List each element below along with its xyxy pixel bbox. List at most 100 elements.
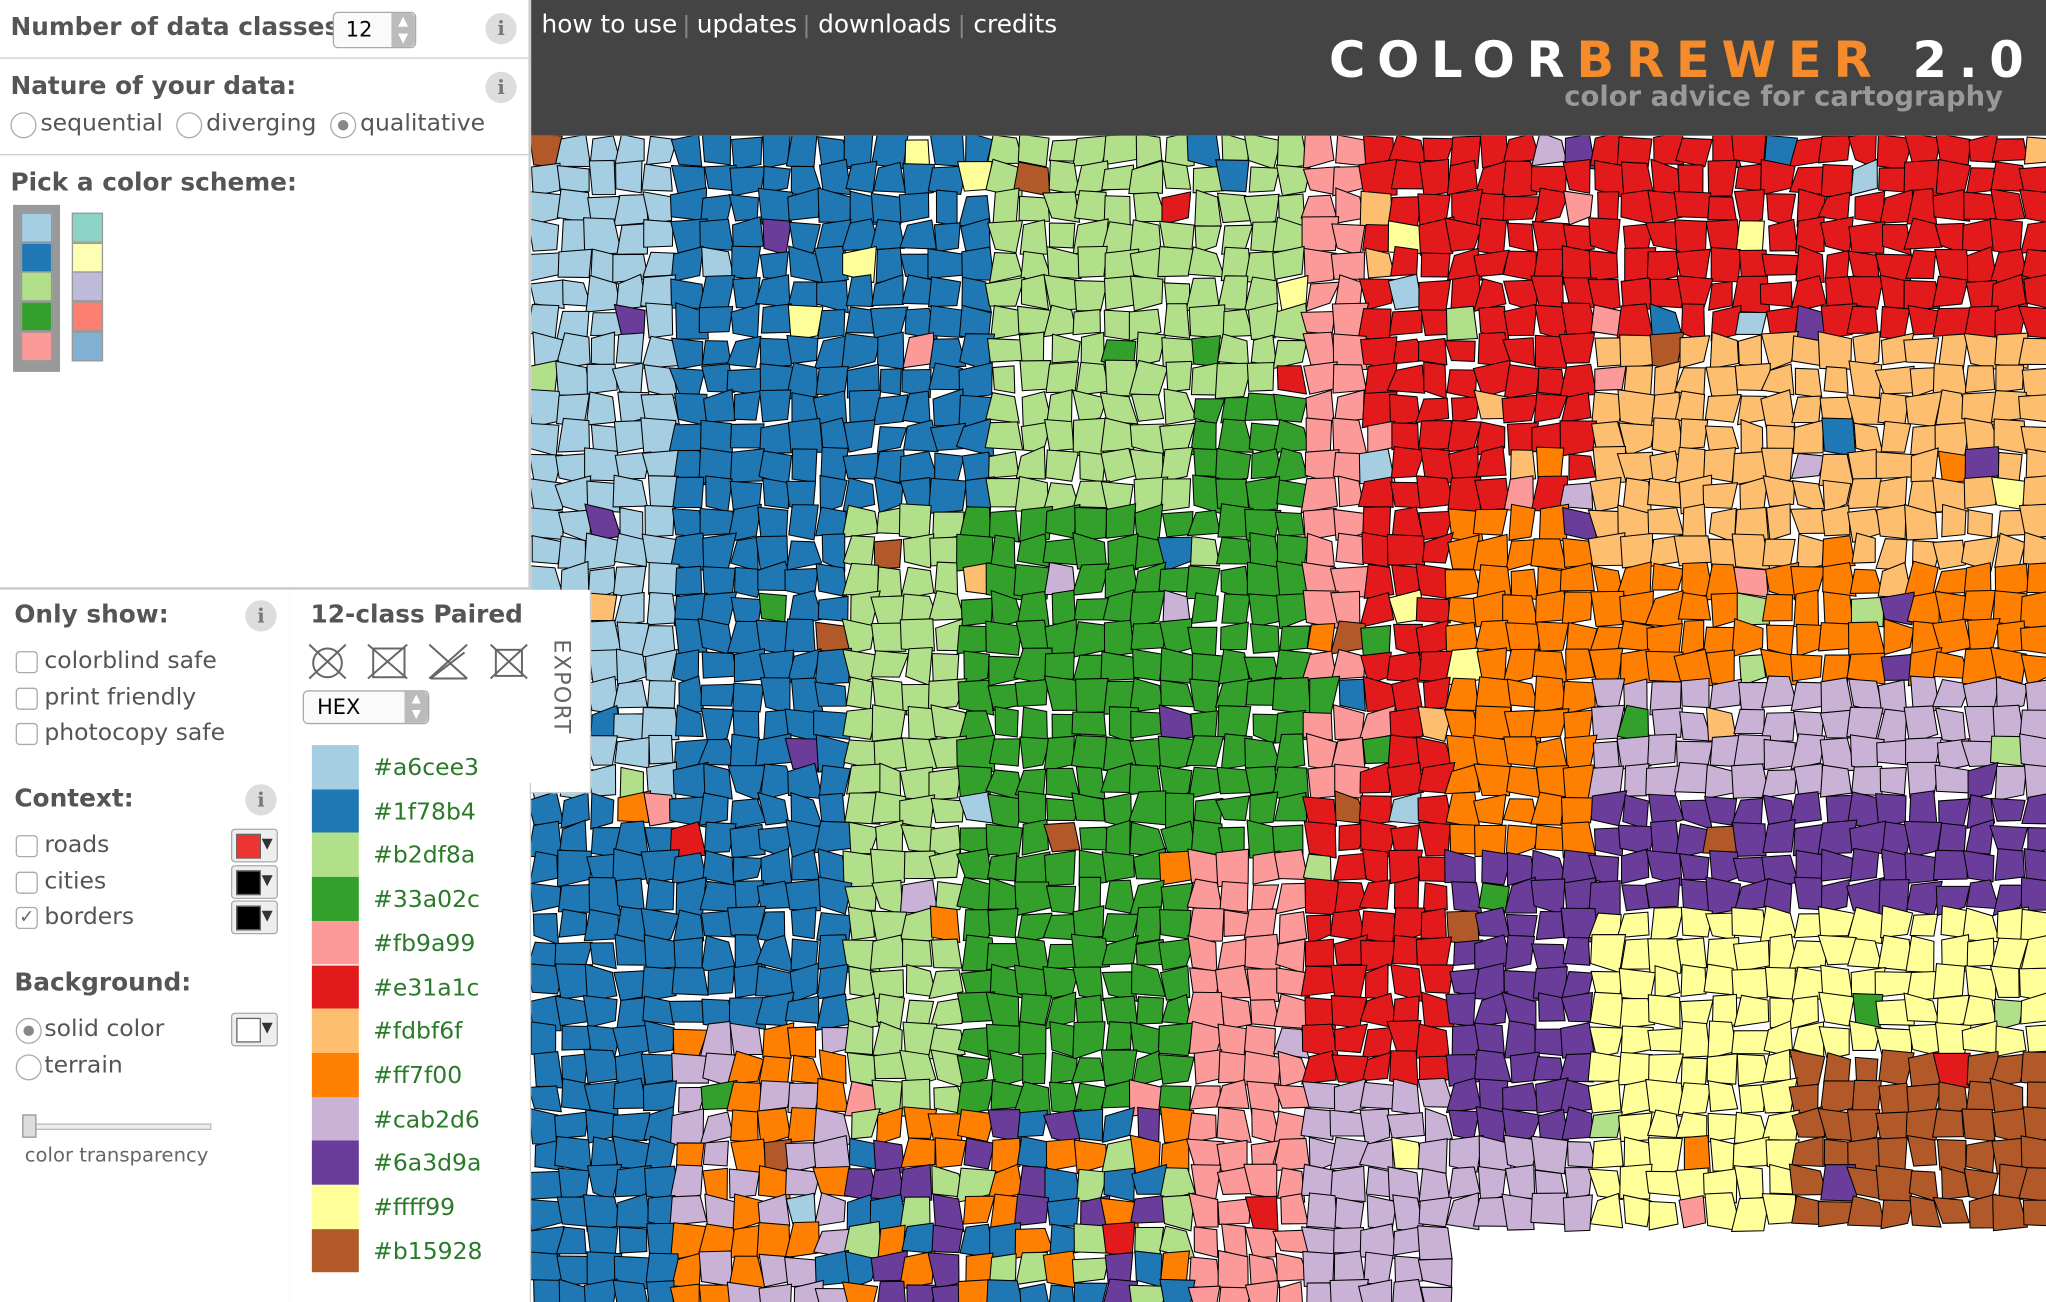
county — [726, 1050, 765, 1085]
county — [1128, 764, 1162, 796]
info-icon[interactable]: i — [485, 71, 517, 104]
color-picker[interactable]: ▼ — [230, 1012, 278, 1047]
county — [1473, 763, 1513, 797]
county — [1559, 363, 1598, 399]
nav-link[interactable]: how to use — [541, 10, 678, 40]
scheme-thumb-swatch[interactable] — [20, 301, 53, 332]
nav-link[interactable]: credits — [973, 10, 1058, 40]
county — [1559, 562, 1595, 592]
county — [2017, 305, 2046, 339]
checkbox[interactable] — [15, 722, 38, 746]
slider-handle[interactable] — [22, 1114, 37, 1138]
county — [698, 305, 734, 334]
county — [1817, 819, 1858, 855]
scheme-thumb-swatch[interactable] — [20, 331, 53, 362]
county — [729, 1022, 764, 1056]
county — [812, 1165, 850, 1197]
county — [1302, 711, 1333, 741]
scheme-thumb-swatch[interactable] — [71, 242, 104, 273]
county — [646, 1280, 675, 1302]
county — [1791, 395, 1822, 424]
county — [531, 850, 559, 885]
nav-link[interactable]: downloads — [818, 10, 951, 40]
county — [785, 878, 821, 912]
county — [899, 219, 937, 250]
county — [1389, 706, 1426, 739]
county — [1654, 965, 1681, 1000]
county — [2022, 531, 2046, 568]
county — [1790, 452, 1826, 480]
county — [1847, 1195, 1886, 1228]
county — [762, 218, 793, 256]
checkbox[interactable]: ✓ — [15, 906, 38, 930]
county — [1190, 592, 1219, 624]
county — [928, 767, 963, 801]
scheme-thumb-swatch[interactable] — [71, 271, 104, 302]
county — [1935, 135, 1971, 169]
county — [1129, 1195, 1167, 1224]
county — [1332, 363, 1368, 394]
county — [2020, 625, 2046, 654]
scheme-thumb-swatch[interactable] — [20, 242, 53, 273]
nav-link[interactable]: updates — [696, 10, 798, 40]
color-picker[interactable]: ▼ — [230, 864, 278, 899]
county — [932, 1193, 965, 1233]
panel — [0, 589, 291, 1302]
county — [1732, 939, 1770, 973]
county — [1905, 1107, 1942, 1141]
county — [1048, 1284, 1075, 1302]
county — [1220, 995, 1253, 1030]
county — [1820, 878, 1851, 914]
county — [1502, 648, 1541, 685]
county — [614, 737, 650, 769]
scheme-thumb-swatch[interactable] — [71, 331, 104, 362]
county — [2020, 992, 2046, 1025]
format-select[interactable]: HEX ▲ ▼ — [302, 690, 430, 725]
county — [1306, 622, 1336, 653]
county — [871, 274, 904, 307]
checkbox[interactable] — [15, 651, 38, 674]
radio[interactable] — [15, 1054, 42, 1081]
county — [935, 189, 958, 227]
export-tab[interactable]: EXPORT — [548, 639, 575, 735]
county — [1045, 361, 1080, 394]
county — [590, 248, 619, 285]
scheme-thumb-swatch[interactable] — [71, 212, 104, 243]
county — [1445, 992, 1476, 1027]
radio[interactable] — [330, 112, 357, 139]
county — [1795, 216, 1825, 254]
color-picker[interactable]: ▼ — [230, 828, 278, 863]
county — [1218, 1286, 1252, 1302]
radio[interactable] — [10, 112, 37, 139]
scheme-thumb-swatch[interactable] — [20, 271, 53, 302]
color-picker[interactable]: ▼ — [230, 900, 278, 935]
info-icon[interactable]: i — [245, 784, 277, 816]
county — [1329, 1278, 1370, 1302]
color-swatch — [311, 876, 359, 921]
county — [1995, 676, 2028, 712]
county — [1161, 160, 1192, 190]
scheme-thumb-swatch[interactable] — [20, 212, 53, 243]
county — [1965, 1139, 1996, 1174]
radio[interactable] — [15, 1017, 42, 1044]
county — [531, 162, 561, 197]
county — [956, 1055, 991, 1086]
county — [671, 508, 705, 538]
checkbox[interactable] — [15, 687, 38, 710]
county — [1846, 305, 1879, 335]
radio[interactable] — [176, 112, 203, 139]
county — [963, 650, 990, 685]
checkbox[interactable] — [15, 835, 38, 858]
info-icon[interactable]: i — [245, 600, 277, 632]
county — [1534, 824, 1567, 852]
classes-select[interactable]: 12 ▲ ▼ — [332, 11, 417, 49]
county — [961, 246, 995, 281]
county — [1530, 1192, 1569, 1226]
county — [1738, 654, 1767, 687]
county — [758, 649, 795, 683]
info-icon[interactable]: i — [485, 13, 517, 45]
county — [1765, 306, 1800, 336]
checkbox[interactable] — [15, 870, 38, 894]
county — [1302, 796, 1338, 827]
scheme-thumb-swatch[interactable] — [71, 301, 104, 332]
